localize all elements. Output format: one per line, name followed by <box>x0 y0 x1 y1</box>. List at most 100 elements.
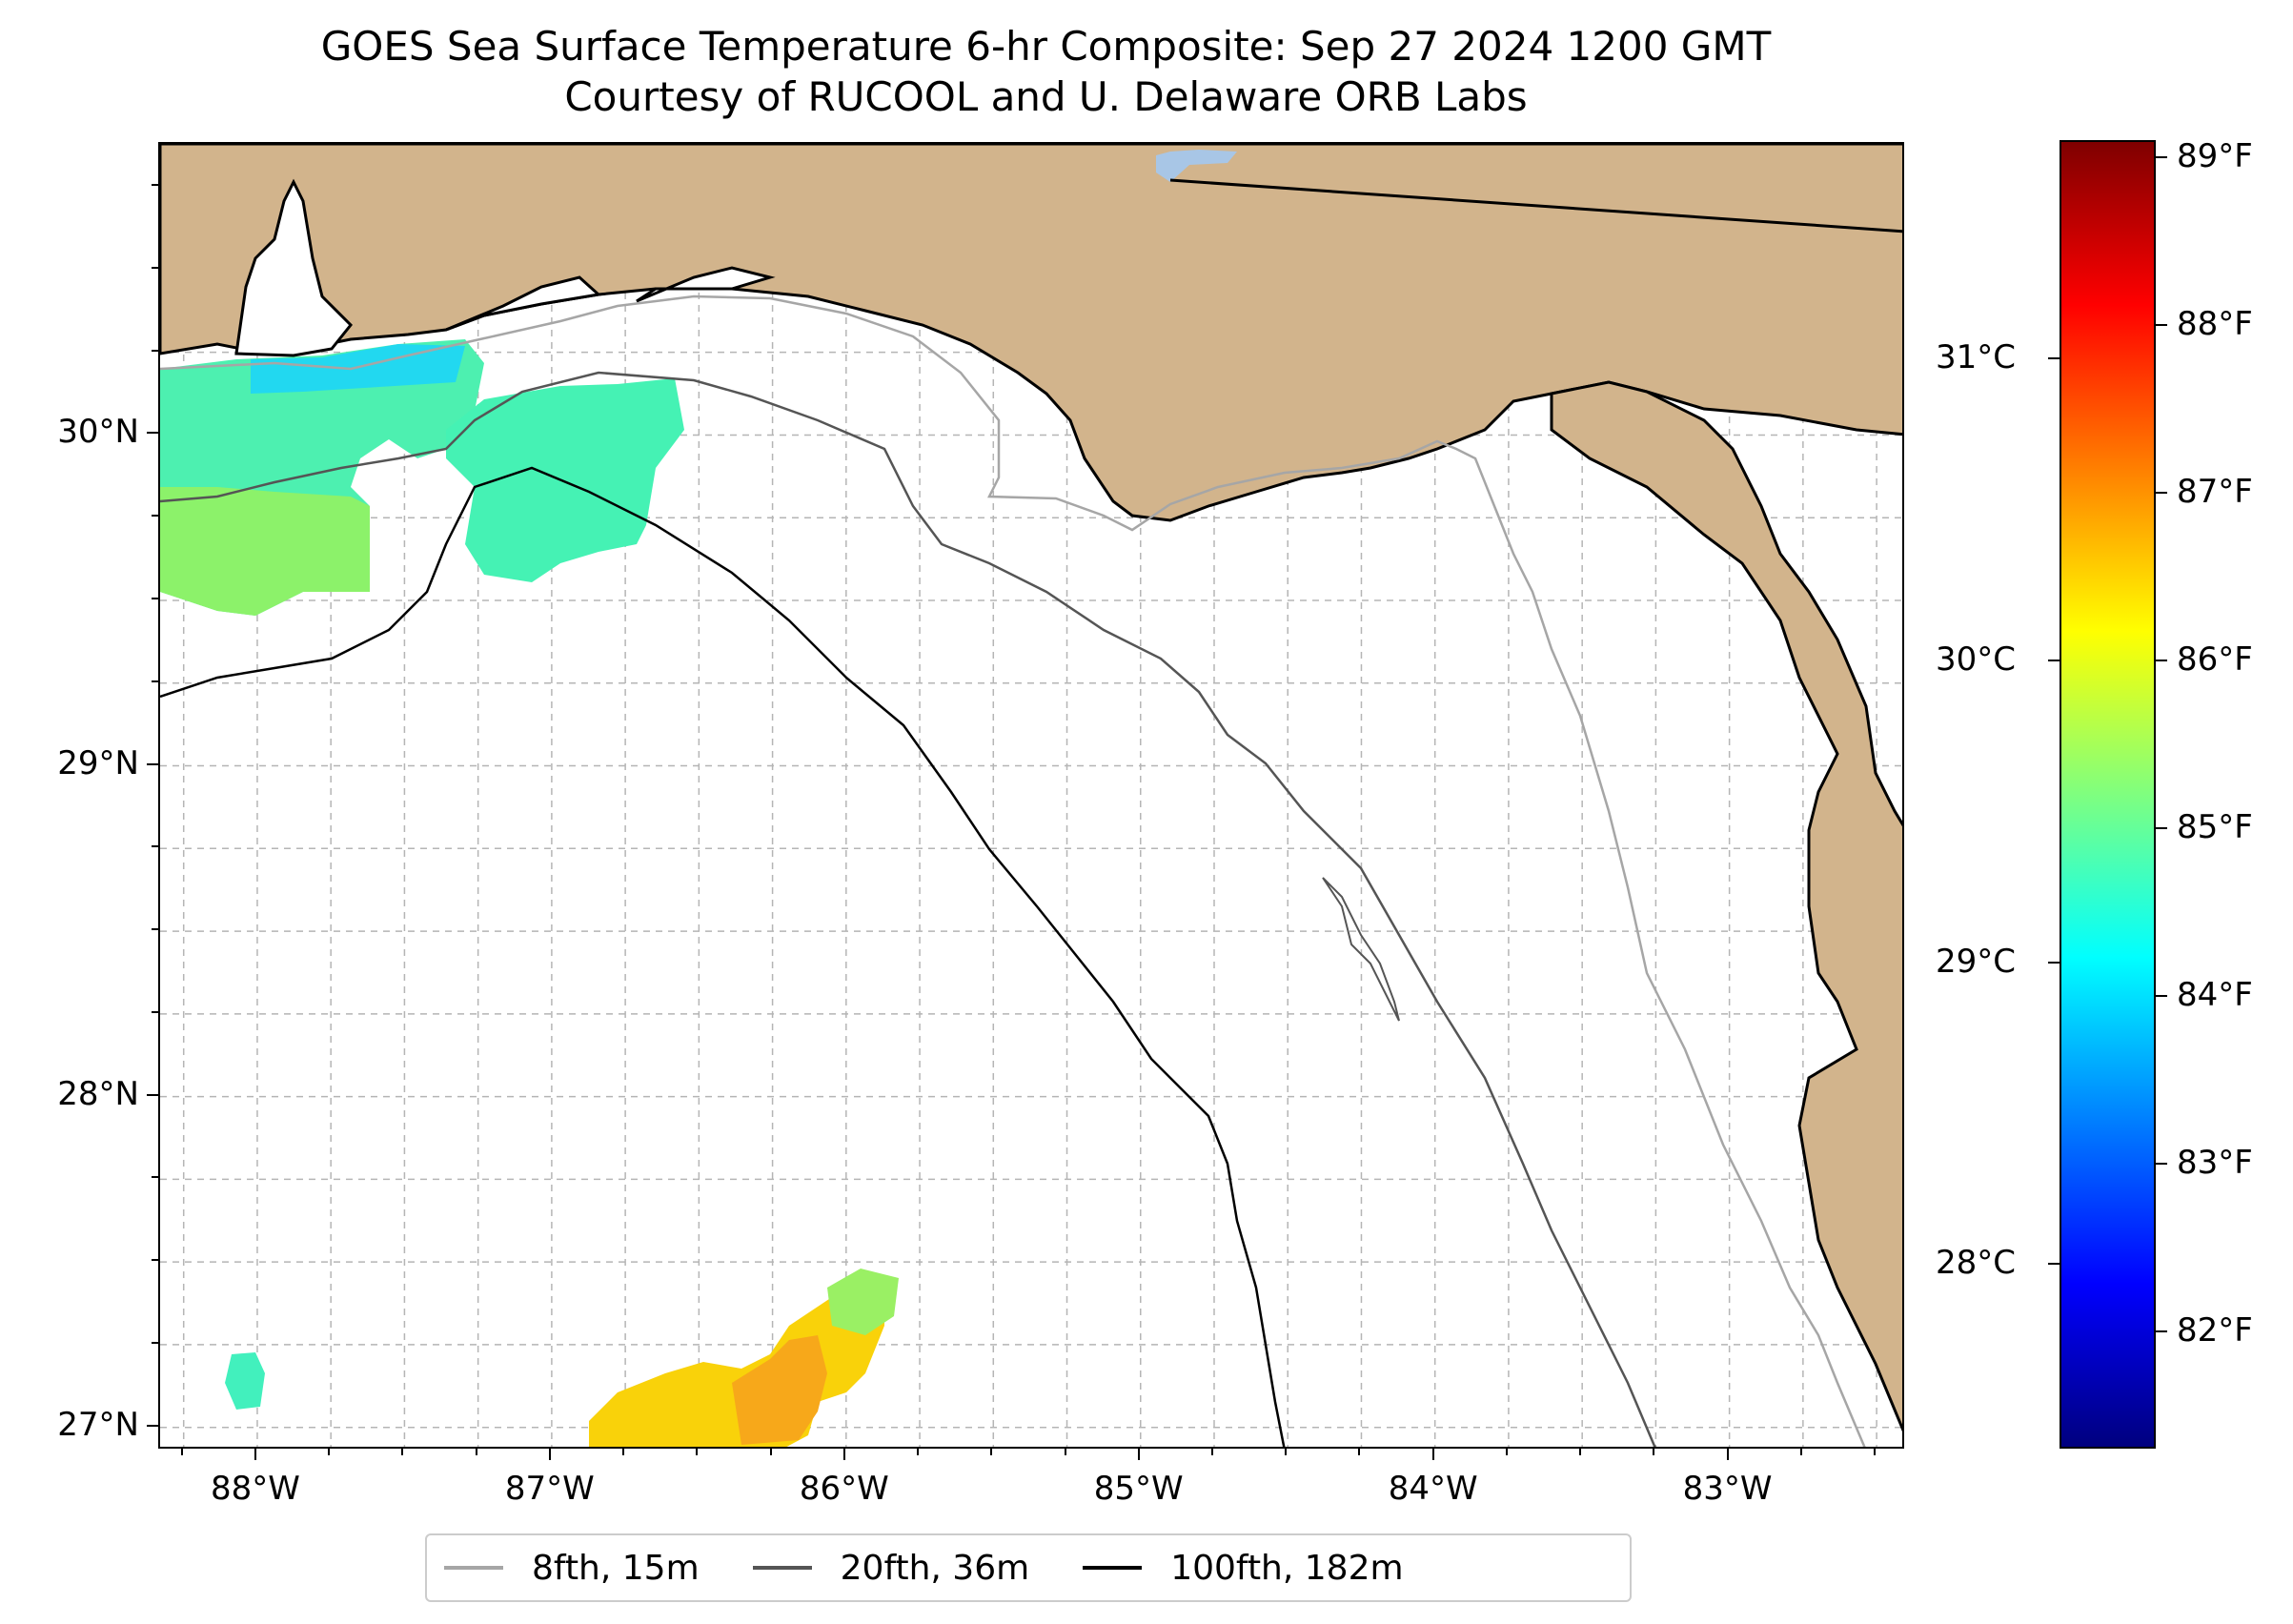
sst-patch-west-south <box>225 1352 265 1410</box>
lon-tick-label: 85°W <box>1093 1470 1184 1508</box>
colorbar-f-label: 89°F <box>2177 136 2253 175</box>
land-florida-west <box>1550 380 1902 1432</box>
colorbar-f-label: 87°F <box>2177 472 2253 511</box>
lon-tick-label: 87°W <box>504 1470 595 1508</box>
colorbar-f-label: 82°F <box>2177 1310 2253 1350</box>
lon-minor-tick <box>1358 1449 1361 1455</box>
lon-tick-mark <box>1431 1449 1434 1460</box>
lon-tick-mark <box>1137 1449 1140 1460</box>
lon-tick-mark <box>842 1449 845 1460</box>
colorbar-f-tick <box>2156 1330 2167 1332</box>
colorbar-c-label: 28°C <box>1936 1244 2017 1283</box>
lat-tick-mark <box>147 762 158 765</box>
legend-item-8fth: 8fth, 15m <box>444 1549 736 1588</box>
sst-patch-mobile-south <box>160 487 370 616</box>
colorbar-f-tick <box>2156 1162 2167 1165</box>
colorbar-c-tick <box>2048 659 2060 661</box>
lon-minor-tick <box>917 1449 920 1455</box>
lat-minor-tick <box>152 184 158 187</box>
lat-tick-label: 28°N <box>57 1074 139 1113</box>
map-panel[interactable] <box>158 142 1904 1449</box>
lon-minor-tick <box>696 1449 699 1455</box>
land-masses <box>160 144 1902 1432</box>
colorbar-f-tick <box>2156 994 2167 997</box>
lat-minor-tick <box>152 845 158 848</box>
choctaw-bay <box>636 266 776 303</box>
lon-minor-tick <box>328 1449 331 1455</box>
sst-patch-pensacola <box>446 378 684 582</box>
lat-minor-tick <box>152 1341 158 1344</box>
lon-minor-tick <box>990 1449 993 1455</box>
title-line-1: GOES Sea Surface Temperature 6-hr Compos… <box>320 23 1772 70</box>
legend-item-100fth: 100fth, 182m <box>1083 1549 1439 1588</box>
colorbar-f-label: 83°F <box>2177 1143 2253 1182</box>
legend-line-100fth <box>1083 1566 1143 1570</box>
lat-tick-mark <box>147 1424 158 1427</box>
lat-tick-label: 30°N <box>57 413 139 452</box>
lat-minor-tick <box>152 349 158 352</box>
contour-20fth-islands <box>1322 877 1400 1022</box>
colorbar-f-label: 84°F <box>2177 975 2253 1014</box>
lon-minor-tick <box>1285 1449 1288 1455</box>
sst-patch-central-green <box>827 1269 899 1335</box>
lon-tick-mark <box>1726 1449 1729 1460</box>
lon-tick-mark <box>548 1449 551 1460</box>
lat-minor-tick <box>152 515 158 518</box>
contour-100fth <box>160 466 1286 1447</box>
lon-minor-tick <box>622 1449 625 1455</box>
colorbar-f-tick <box>2156 659 2167 661</box>
lon-tick-label: 86°W <box>799 1470 889 1508</box>
legend-label-8fth: 8fth, 15m <box>532 1548 700 1588</box>
lon-minor-tick <box>1653 1449 1655 1455</box>
lat-tick-label: 27°N <box>57 1405 139 1444</box>
contour-8fth <box>160 294 1866 1447</box>
lat-minor-tick <box>152 1176 158 1179</box>
lat-tick-label: 29°N <box>57 743 139 782</box>
lon-minor-tick <box>180 1449 183 1455</box>
colorbar-f-label: 88°F <box>2177 304 2253 343</box>
pensacola-bay <box>445 275 602 332</box>
colorbar-c-tick <box>2048 961 2060 964</box>
colorbar-f-tick <box>2156 155 2167 158</box>
lat-minor-tick <box>152 928 158 931</box>
lon-minor-tick <box>1799 1449 1802 1455</box>
lon-minor-tick <box>1505 1449 1508 1455</box>
lat-minor-tick <box>152 597 158 599</box>
colorbar-c-tick <box>2048 356 2060 359</box>
mobile-bay <box>234 178 354 357</box>
lon-minor-tick <box>1874 1449 1877 1455</box>
colorbar-c-tick <box>2048 1263 2060 1266</box>
map-canvas <box>160 144 1902 1447</box>
contour-20fth <box>160 371 1656 1447</box>
lon-minor-tick <box>1579 1449 1582 1455</box>
lon-tick-label: 88°W <box>210 1470 300 1508</box>
contour-legend: 8fth, 15m 20fth, 36m 100fth, 182m <box>425 1533 1632 1602</box>
colorbar-f-tick <box>2156 826 2167 829</box>
lon-tick-label: 84°W <box>1388 1470 1478 1508</box>
lat-minor-tick <box>152 1010 158 1013</box>
map-title: GOES Sea Surface Temperature 6-hr Compos… <box>0 21 2092 122</box>
lon-minor-tick <box>1210 1449 1213 1455</box>
colorbar-f-label: 85°F <box>2177 807 2253 846</box>
colorbar-f-tick <box>2156 323 2167 326</box>
legend-item-20fth: 20fth, 36m <box>752 1549 1066 1588</box>
lon-minor-tick <box>401 1449 404 1455</box>
sst-patch-mobile-cyan <box>251 344 465 394</box>
legend-line-8fth <box>444 1566 503 1570</box>
lon-minor-tick <box>475 1449 477 1455</box>
legend-label-100fth: 100fth, 182m <box>1170 1548 1404 1588</box>
lat-minor-tick <box>152 680 158 682</box>
lat-tick-mark <box>147 432 158 435</box>
lake-water <box>1156 150 1237 182</box>
lon-minor-tick <box>769 1449 772 1455</box>
legend-line-20fth <box>752 1566 812 1570</box>
lat-tick-mark <box>147 1093 158 1096</box>
sst-patch-central-orange <box>732 1335 827 1445</box>
colorbar-c-label: 29°C <box>1936 942 2017 981</box>
title-line-2: Courtesy of RUCOOL and U. Delaware ORB L… <box>564 73 1528 120</box>
lat-minor-tick <box>152 266 158 269</box>
colorbar-f-label: 86°F <box>2177 639 2253 679</box>
lat-minor-tick <box>152 1259 158 1262</box>
state-boundary <box>1169 178 1902 233</box>
lon-tick-mark <box>254 1449 256 1460</box>
